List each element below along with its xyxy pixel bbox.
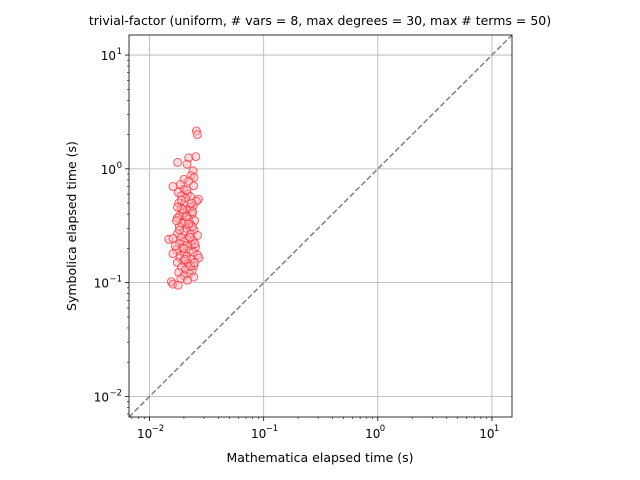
plot-area-frame: [128, 34, 513, 418]
y-tick-label: 10: [101, 163, 116, 177]
x-tick-exponent: 1: [494, 424, 499, 434]
x-tick-exponent: −2: [152, 424, 165, 434]
data-point: [186, 198, 196, 208]
chart-title: trivial-factor (uniform, # vars = 8, max…: [89, 13, 551, 28]
y-tick-label: 10: [94, 390, 109, 404]
data-point: [175, 225, 184, 235]
x-axis-label: Mathematica elapsed time (s): [226, 450, 413, 465]
data-point: [184, 219, 194, 229]
data-point: [168, 182, 178, 191]
y-tick-label: 10: [94, 277, 109, 291]
x-tick-labels: 10 −2 10 −1 10 0 10 1: [137, 424, 499, 441]
data-point: [189, 181, 199, 191]
y-tick-exponent: −2: [109, 388, 122, 398]
data-points: [164, 126, 204, 290]
x-tick-exponent: −1: [266, 424, 279, 434]
x-tick-label: 10: [479, 427, 494, 441]
data-point: [182, 185, 192, 195]
data-point: [170, 241, 180, 251]
data-point: [183, 275, 192, 285]
data-point: [192, 130, 202, 140]
data-point: [173, 157, 183, 167]
reference-line-layer: [128, 34, 513, 418]
data-point: [182, 159, 192, 169]
y-tick-exponent: −1: [109, 275, 122, 285]
data-point: [180, 254, 190, 264]
reference-line-y-equals-x: [128, 34, 513, 418]
x-tick-label: 10: [365, 427, 380, 441]
data-point: [168, 249, 178, 259]
data-point: [172, 216, 181, 226]
data-point: [176, 195, 186, 205]
data-point: [173, 280, 183, 290]
data-point: [190, 239, 200, 249]
x-tick-label: 10: [251, 427, 266, 441]
data-point: [179, 243, 189, 253]
data-point: [188, 207, 198, 217]
x-tick-exponent: 0: [380, 424, 385, 434]
data-point: [168, 233, 178, 243]
data-point: [185, 232, 195, 242]
axis-ticks: [125, 54, 493, 421]
data-point: [189, 258, 199, 268]
data-point: [172, 202, 182, 212]
y-tick-exponent: 0: [117, 161, 122, 171]
x-tick-label: 10: [137, 427, 152, 441]
data-point: [191, 152, 201, 162]
y-tick-exponent: 1: [117, 47, 122, 57]
y-axis-label: Symbolica elapsed time (s): [64, 141, 79, 311]
y-tick-label: 10: [101, 49, 116, 63]
